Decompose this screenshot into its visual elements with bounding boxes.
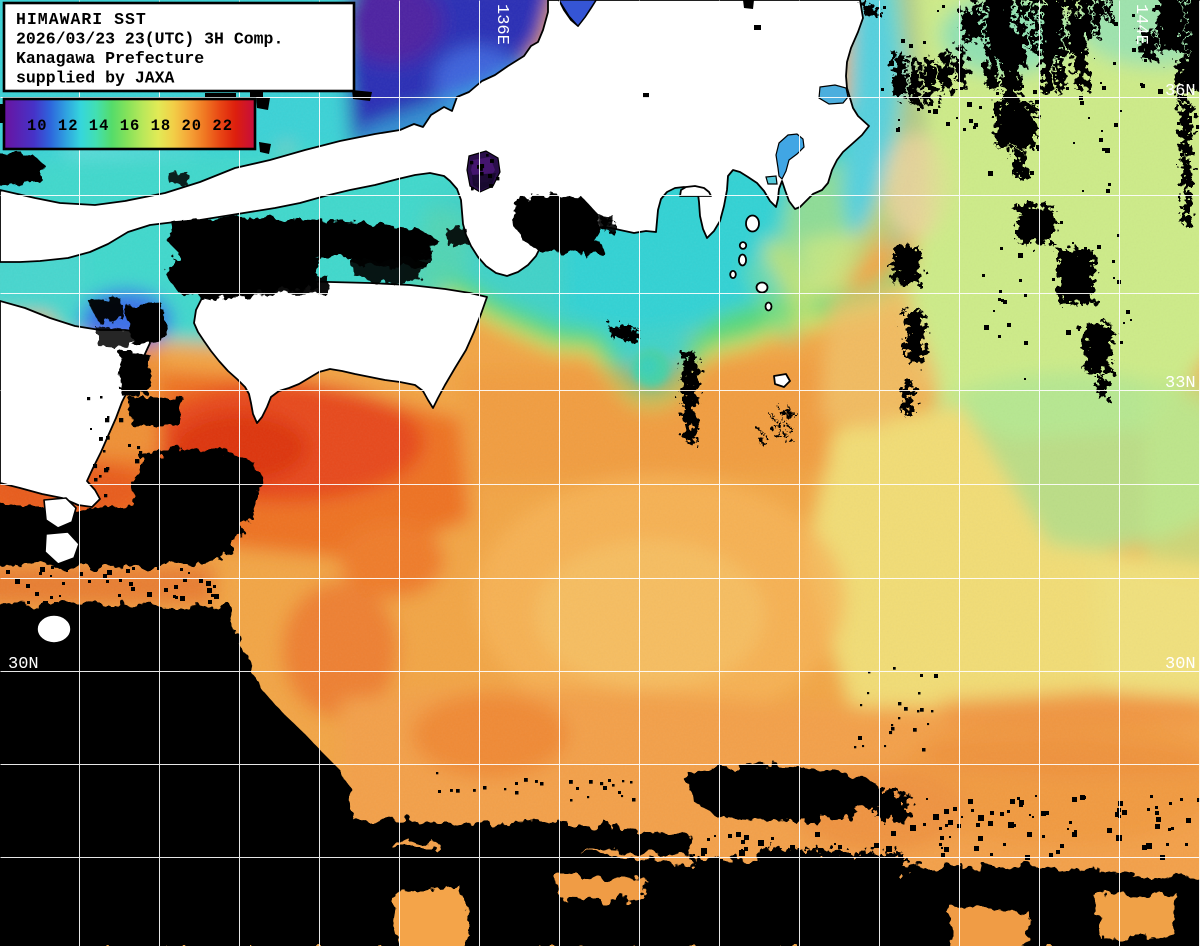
svg-text:supplied by JAXA: supplied by JAXA <box>16 69 175 88</box>
svg-text:136E: 136E <box>492 4 511 45</box>
svg-text:144E: 144E <box>1131 4 1150 45</box>
svg-text:33N: 33N <box>1165 374 1196 393</box>
svg-text:33N: 33N <box>8 374 39 393</box>
svg-text:HIMAWARI SST: HIMAWARI SST <box>16 10 147 29</box>
svg-text:2026/03/23 23(UTC) 3H Comp.: 2026/03/23 23(UTC) 3H Comp. <box>16 30 283 49</box>
svg-text:10 12 14 16 18 20 22: 10 12 14 16 18 20 22 <box>27 117 232 135</box>
svg-text:30N: 30N <box>8 655 39 674</box>
svg-text:Kanagawa Prefecture: Kanagawa Prefecture <box>16 49 204 68</box>
svg-text:36N: 36N <box>1165 82 1196 101</box>
svg-text:30N: 30N <box>1165 655 1196 674</box>
